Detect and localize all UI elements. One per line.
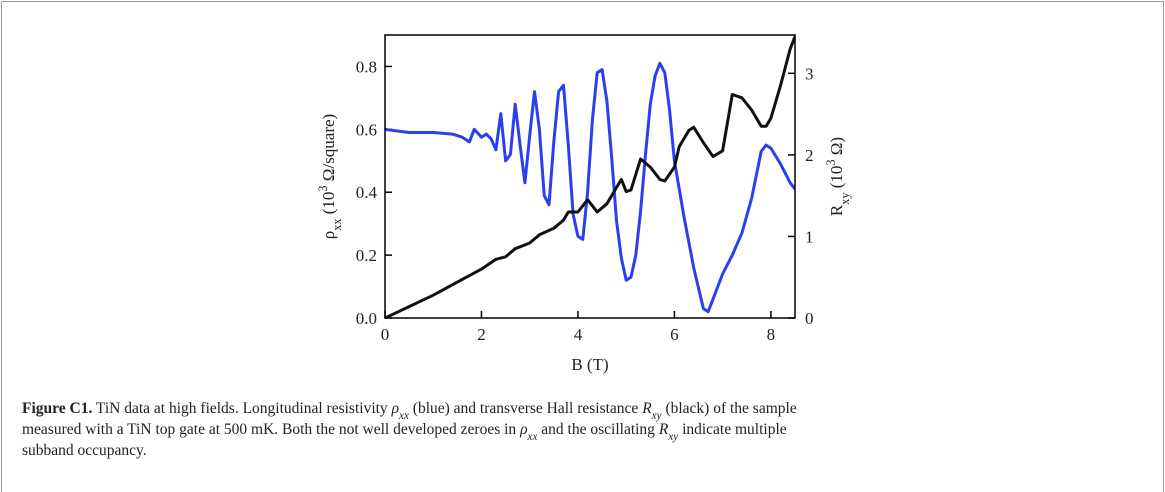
y2-tick-label: 2 bbox=[805, 146, 814, 165]
line-series bbox=[385, 61, 795, 314]
text-part: (black) of the sample bbox=[662, 400, 797, 417]
x-tick-label: 2 bbox=[477, 325, 486, 344]
caption-line: subband occupancy. bbox=[22, 442, 147, 459]
y-tick-label: 0.6 bbox=[356, 120, 377, 139]
text-part: ρ bbox=[319, 231, 338, 239]
y-tick-label: 0.8 bbox=[356, 57, 377, 76]
text-part: Ω) bbox=[827, 137, 846, 160]
text-part: 3 bbox=[824, 159, 838, 165]
text-part: and the oscillating bbox=[537, 421, 658, 438]
plot-frame bbox=[384, 34, 796, 319]
text-part: Figure C1. bbox=[22, 400, 92, 417]
text-part: ρ bbox=[391, 400, 399, 417]
y-tick-label: 0.0 bbox=[356, 309, 377, 328]
text-part: xy bbox=[838, 192, 852, 205]
caption-line: Figure C1. TiN data at high fields. Long… bbox=[22, 400, 797, 422]
text-part: xx bbox=[527, 431, 538, 443]
y-tick-label: 0.4 bbox=[356, 183, 378, 202]
y-tick-label: 0.2 bbox=[356, 246, 377, 265]
text-part: (10 bbox=[827, 166, 846, 193]
y2-tick-label: 1 bbox=[805, 227, 814, 246]
text-part: ρ bbox=[519, 421, 527, 438]
text-part: measured with a TiN top gate at 500 mK. … bbox=[22, 421, 520, 438]
text-part: xx bbox=[398, 410, 409, 422]
text-part: (10 bbox=[319, 192, 338, 219]
x-tick-label: 6 bbox=[670, 325, 679, 344]
line-series bbox=[385, 36, 795, 318]
y2-tick-label: 3 bbox=[805, 64, 814, 83]
text-part: 3 bbox=[316, 185, 330, 191]
y2-axis-label: Rxy (103 Ω) bbox=[824, 137, 852, 216]
x-tick-label: 8 bbox=[767, 325, 776, 344]
text-part: subband occupancy. bbox=[22, 442, 147, 459]
text-part: indicate multiple bbox=[678, 421, 787, 438]
text-part: (blue) and transverse Hall resistance bbox=[409, 400, 642, 417]
text-part: R bbox=[827, 204, 846, 216]
text-part: xy bbox=[651, 410, 662, 422]
y-axis-label: ρxx (103 Ω/square) bbox=[316, 114, 344, 239]
x-axis-label: B (T) bbox=[571, 355, 608, 374]
text-part: TiN data at high fields. Longitudinal re… bbox=[92, 400, 391, 417]
text-part: R bbox=[641, 400, 652, 417]
x-tick-label: 4 bbox=[574, 325, 583, 344]
text-part: R bbox=[658, 421, 669, 438]
y2-tick-label: 0 bbox=[805, 309, 814, 328]
text-part: xy bbox=[667, 431, 678, 443]
text-part: Ω/square) bbox=[319, 114, 338, 186]
text-part: xx bbox=[330, 218, 344, 230]
caption-line: measured with a TiN top gate at 500 mK. … bbox=[22, 421, 787, 443]
x-tick-label: 0 bbox=[381, 325, 390, 344]
